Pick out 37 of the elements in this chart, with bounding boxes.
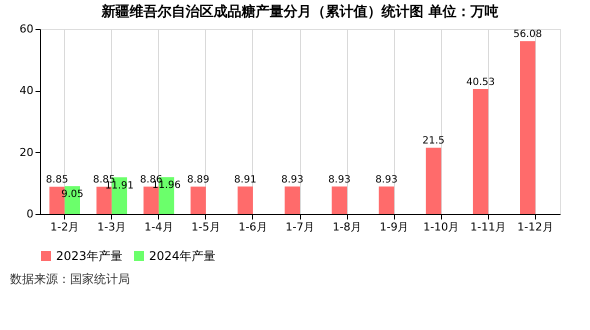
bar xyxy=(426,148,442,214)
x-tick-label: 1-9月 xyxy=(380,220,409,234)
bar xyxy=(238,186,253,214)
data-label: 8.93 xyxy=(375,174,398,186)
legend-label: 2023年产量 xyxy=(56,249,123,263)
y-tick-label: 60 xyxy=(20,22,34,36)
legend-label: 2024年产量 xyxy=(149,249,216,263)
data-label: 8.93 xyxy=(328,174,351,186)
bar xyxy=(378,186,394,214)
bar xyxy=(332,186,348,214)
x-tick-label: 1-2月 xyxy=(50,220,80,234)
y-tick-label: 0 xyxy=(26,208,34,220)
y-tick-label: 40 xyxy=(20,84,34,98)
x-tick-label: 1-6月 xyxy=(238,220,268,234)
source-note: 数据来源：国家统计局 xyxy=(10,272,130,286)
data-label: 40.53 xyxy=(466,77,495,88)
x-tick-label: 1-3月 xyxy=(97,220,126,234)
data-label: 8.85 xyxy=(46,174,68,186)
x-tick-label: 1-5月 xyxy=(191,220,220,234)
bar xyxy=(284,186,300,214)
x-tick-label: 1-8月 xyxy=(332,220,362,234)
x-tick-label: 1-7月 xyxy=(286,220,314,234)
bar xyxy=(520,41,536,214)
bar xyxy=(144,186,159,214)
bar xyxy=(472,89,488,214)
x-tick-label: 1-12月 xyxy=(517,220,554,234)
x-tick-label: 1-10月 xyxy=(423,220,460,234)
y-tick-label: 20 xyxy=(20,146,34,159)
x-tick-label: 1-4月 xyxy=(144,220,174,234)
x-tick-label: 1-11月 xyxy=(470,220,506,234)
chart-title: 新疆维吾尔自治区成品糖产量分月（累计值）统计图 单位：万吨 xyxy=(100,3,498,20)
data-label: 8.91 xyxy=(234,174,256,186)
bar xyxy=(190,186,206,214)
data-label: 8.89 xyxy=(187,174,210,186)
data-label: 21.5 xyxy=(422,136,445,147)
data-label: 56.08 xyxy=(513,29,542,40)
data-label: 8.93 xyxy=(281,174,304,186)
